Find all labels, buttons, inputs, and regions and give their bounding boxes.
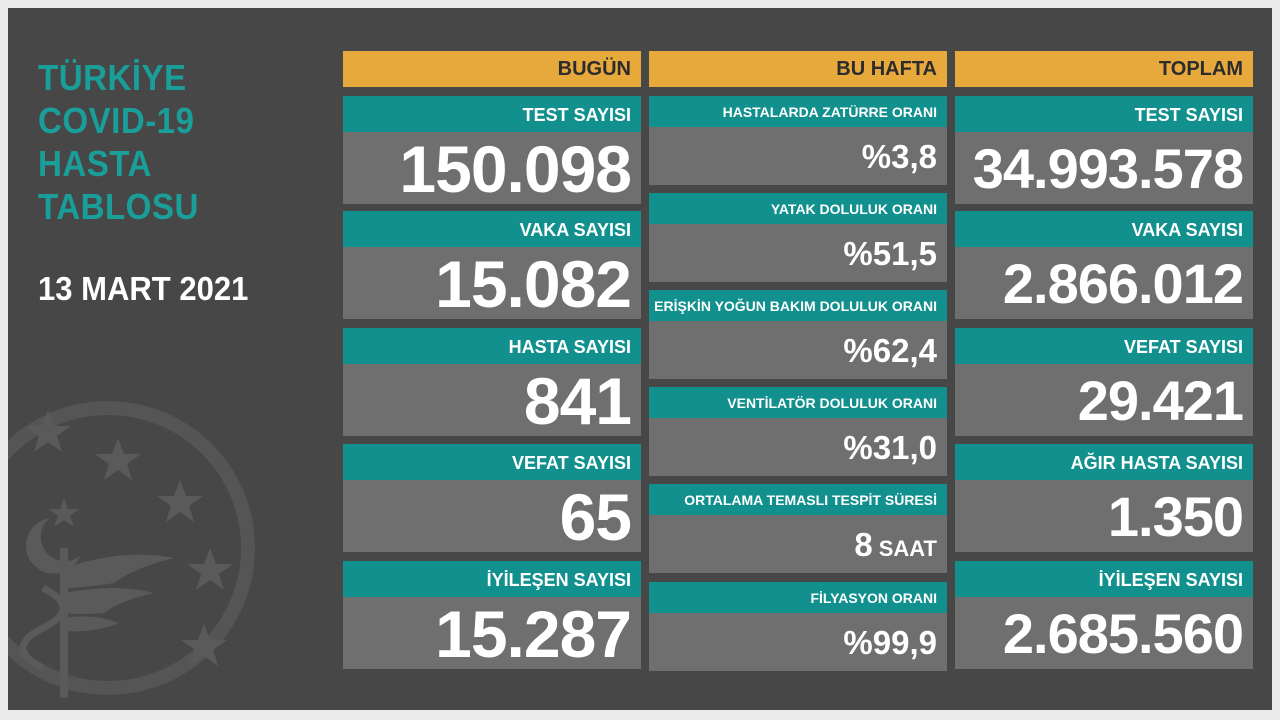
total-severe-card: AĞIR HASTA SAYISI 1.350 (955, 444, 1253, 552)
stat-value: 15.287 (343, 597, 641, 669)
stat-value: 8 SAAT (649, 515, 947, 573)
today-test-card: TEST SAYISI 150.098 (343, 96, 641, 204)
total-case-card: VAKA SAYISI 2.866.012 (955, 211, 1253, 319)
stat-value: %62,4 (649, 321, 947, 379)
title-line: COVID-19 (38, 100, 195, 141)
week-pneumonia-card: HASTALARDA ZATÜRRE ORANI %3,8 (649, 96, 947, 185)
total-death-card: VEFAT SAYISI 29.421 (955, 328, 1253, 436)
stat-label: ERİŞKİN YOĞUN BAKIM DOLULUK ORANI (649, 290, 947, 321)
stat-label: VAKA SAYISI (343, 211, 641, 247)
stat-value: %51,5 (649, 224, 947, 282)
stat-value: 15.082 (343, 247, 641, 319)
stat-value: %3,8 (649, 127, 947, 185)
report-date: 13 MART 2021 (38, 270, 249, 307)
stat-value: 150.098 (343, 132, 641, 204)
total-test-card: TEST SAYISI 34.993.578 (955, 96, 1253, 204)
week-filiation-card: FİLYASYON ORANI %99,9 (649, 582, 947, 671)
title-line: TABLOSU (38, 186, 199, 227)
today-recovered-card: İYİLEŞEN SAYISI 15.287 (343, 561, 641, 669)
week-contact-time-card: ORTALAMA TEMASLI TESPİT SÜRESİ 8 SAAT (649, 484, 947, 573)
dashboard-board: TÜRKİYE COVID-19 HASTA TABLOSU 13 MART 2… (8, 8, 1272, 710)
stat-value: 29.421 (955, 364, 1253, 436)
stat-label: YATAK DOLULUK ORANI (649, 193, 947, 224)
week-ventilator-card: VENTİLATÖR DOLULUK ORANI %31,0 (649, 387, 947, 476)
total-header: TOPLAM (955, 51, 1253, 87)
stat-value: 34.993.578 (955, 132, 1253, 204)
ministry-emblem-icon (8, 401, 255, 698)
stat-label: İYİLEŞEN SAYISI (955, 561, 1253, 597)
week-bed-occupancy-card: YATAK DOLULUK ORANI %51,5 (649, 193, 947, 282)
stat-label: HASTALARDA ZATÜRRE ORANI (649, 96, 947, 127)
stat-value: 2.685.560 (955, 597, 1253, 669)
stat-label: VENTİLATÖR DOLULUK ORANI (649, 387, 947, 418)
stat-number: 8 (854, 526, 873, 563)
stat-value: 65 (343, 480, 641, 552)
stat-label: ORTALAMA TEMASLI TESPİT SÜRESİ (649, 484, 947, 515)
stat-value: %31,0 (649, 418, 947, 476)
stat-label: FİLYASYON ORANI (649, 582, 947, 613)
stat-label: VAKA SAYISI (955, 211, 1253, 247)
stat-label: VEFAT SAYISI (343, 444, 641, 480)
stat-label: VEFAT SAYISI (955, 328, 1253, 364)
stat-value: 2.866.012 (955, 247, 1253, 319)
total-recovered-card: İYİLEŞEN SAYISI 2.685.560 (955, 561, 1253, 669)
page-title: TÜRKİYE COVID-19 HASTA TABLOSU (38, 56, 199, 228)
stat-value: %99,9 (649, 613, 947, 671)
stat-unit: SAAT (878, 536, 937, 561)
today-header: BUGÜN (343, 51, 641, 87)
today-case-card: VAKA SAYISI 15.082 (343, 211, 641, 319)
total-column: TOPLAM TEST SAYISI 34.993.578 VAKA SAYIS… (955, 51, 1253, 669)
stat-label: HASTA SAYISI (343, 328, 641, 364)
week-header: BU HAFTA (649, 51, 947, 87)
stat-label: TEST SAYISI (955, 96, 1253, 132)
title-line: TÜRKİYE (38, 57, 187, 98)
title-line: HASTA (38, 143, 152, 184)
stat-label: TEST SAYISI (343, 96, 641, 132)
week-icu-occupancy-card: ERİŞKİN YOĞUN BAKIM DOLULUK ORANI %62,4 (649, 290, 947, 379)
week-column: BU HAFTA HASTALARDA ZATÜRRE ORANI %3,8 Y… (649, 51, 947, 671)
today-patient-card: HASTA SAYISI 841 (343, 328, 641, 436)
stat-label: İYİLEŞEN SAYISI (343, 561, 641, 597)
today-death-card: VEFAT SAYISI 65 (343, 444, 641, 552)
stat-value: 841 (343, 364, 641, 436)
stat-label: AĞIR HASTA SAYISI (955, 444, 1253, 480)
stat-value: 1.350 (955, 480, 1253, 552)
today-column: BUGÜN TEST SAYISI 150.098 VAKA SAYISI 15… (343, 51, 641, 669)
